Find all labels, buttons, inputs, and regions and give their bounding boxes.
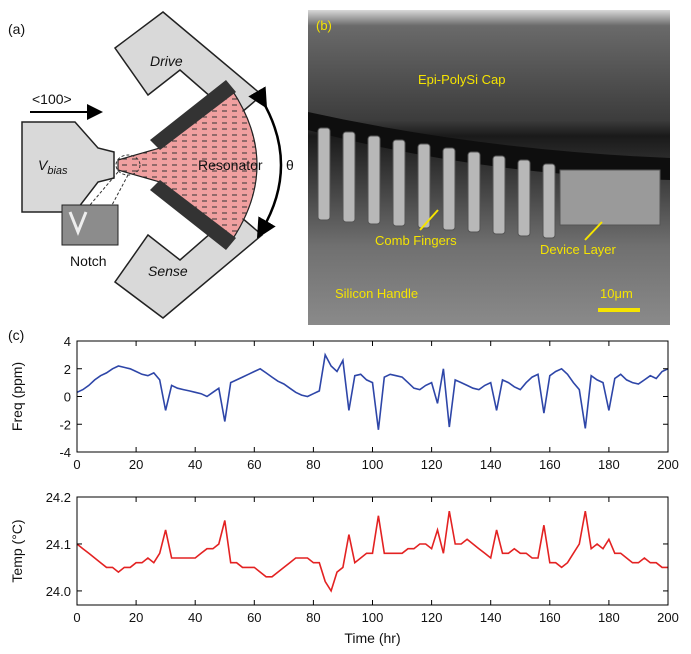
y-tick-label: -4: [59, 445, 71, 460]
x-tick-label: 120: [421, 457, 443, 472]
x-tick-label: 160: [539, 610, 561, 625]
x-tick-label: 160: [539, 457, 561, 472]
y-tick-label: 4: [64, 334, 71, 349]
notch-shape: [68, 211, 88, 237]
vbias-symbol: V: [38, 157, 49, 173]
x-tick-label: 140: [480, 610, 502, 625]
panel-b: (b) Epi-PolySi Cap Comb Fingers Device L…: [308, 10, 670, 325]
vbias-subscript: bias: [47, 165, 68, 177]
gap: [308, 112, 670, 180]
x-tick-label: 100: [362, 610, 384, 625]
x-tick-label: 80: [306, 610, 320, 625]
y-axis-label: Temp (°C): [9, 519, 25, 582]
fingers: [317, 127, 661, 239]
angle-label: θ: [286, 157, 294, 173]
x-tick-label: 120: [421, 610, 443, 625]
comb: [150, 80, 236, 250]
comb-label: Comb Fingers: [375, 233, 457, 248]
sense-label: Sense: [148, 263, 188, 279]
cap-label: Epi-PolySi Cap: [418, 72, 505, 87]
direction-label: <100>: [32, 91, 72, 107]
x-tick-label: 20: [129, 457, 143, 472]
y-tick-label: 2: [64, 362, 71, 377]
y-tick-label: 0: [64, 390, 71, 405]
comb-pointer: [419, 209, 439, 231]
data-line: [76, 510, 668, 593]
vbias-label: Vbias: [38, 157, 68, 177]
bias-pad: [21, 121, 115, 213]
y-axis-label: Freq (ppm): [9, 362, 25, 431]
y-tick-label: 24.0: [46, 584, 71, 599]
panel-label: (a): [8, 21, 25, 37]
x-tick-label: 200: [657, 610, 679, 625]
plot-frame: [76, 340, 669, 453]
y-tick-label: 24.1: [46, 537, 71, 552]
panel-a: (a) Drive <100> Vbias Resonator θ Notch …: [8, 11, 294, 319]
x-tick-label: 100: [362, 457, 384, 472]
x-tick-label: 80: [306, 457, 320, 472]
y-tick-label: 24.2: [46, 490, 71, 505]
x-tick-label: 40: [188, 610, 202, 625]
x-tick-label: 20: [129, 610, 143, 625]
x-tick-label: 0: [73, 610, 80, 625]
scale-label: 10μm: [600, 286, 633, 301]
x-tick-label: 140: [480, 457, 502, 472]
notch-lead: [89, 171, 129, 206]
notch-label: Notch: [70, 253, 107, 269]
notch-inset: [61, 204, 119, 246]
angle-arrow: [248, 86, 283, 239]
resonator-label: Resonator: [198, 157, 263, 173]
device-label: Device Layer: [540, 242, 617, 257]
device-pointer: [584, 221, 603, 241]
x-tick-label: 200: [657, 457, 679, 472]
x-tick-label: 60: [247, 610, 261, 625]
x-tick-label: 40: [188, 457, 202, 472]
panel-label: (c): [8, 327, 24, 343]
y-tick-label: -2: [59, 417, 71, 432]
panel-label: (b): [316, 18, 332, 33]
x-tick-label: 0: [73, 457, 80, 472]
x-tick-label: 180: [598, 610, 620, 625]
x-tick-label: 180: [598, 457, 620, 472]
x-tick-label: 60: [247, 457, 261, 472]
x-axis-label: Time (hr): [344, 630, 400, 646]
handle-label: Silicon Handle: [335, 286, 418, 301]
data-line: [76, 352, 669, 430]
drive-label: Drive: [150, 53, 183, 69]
